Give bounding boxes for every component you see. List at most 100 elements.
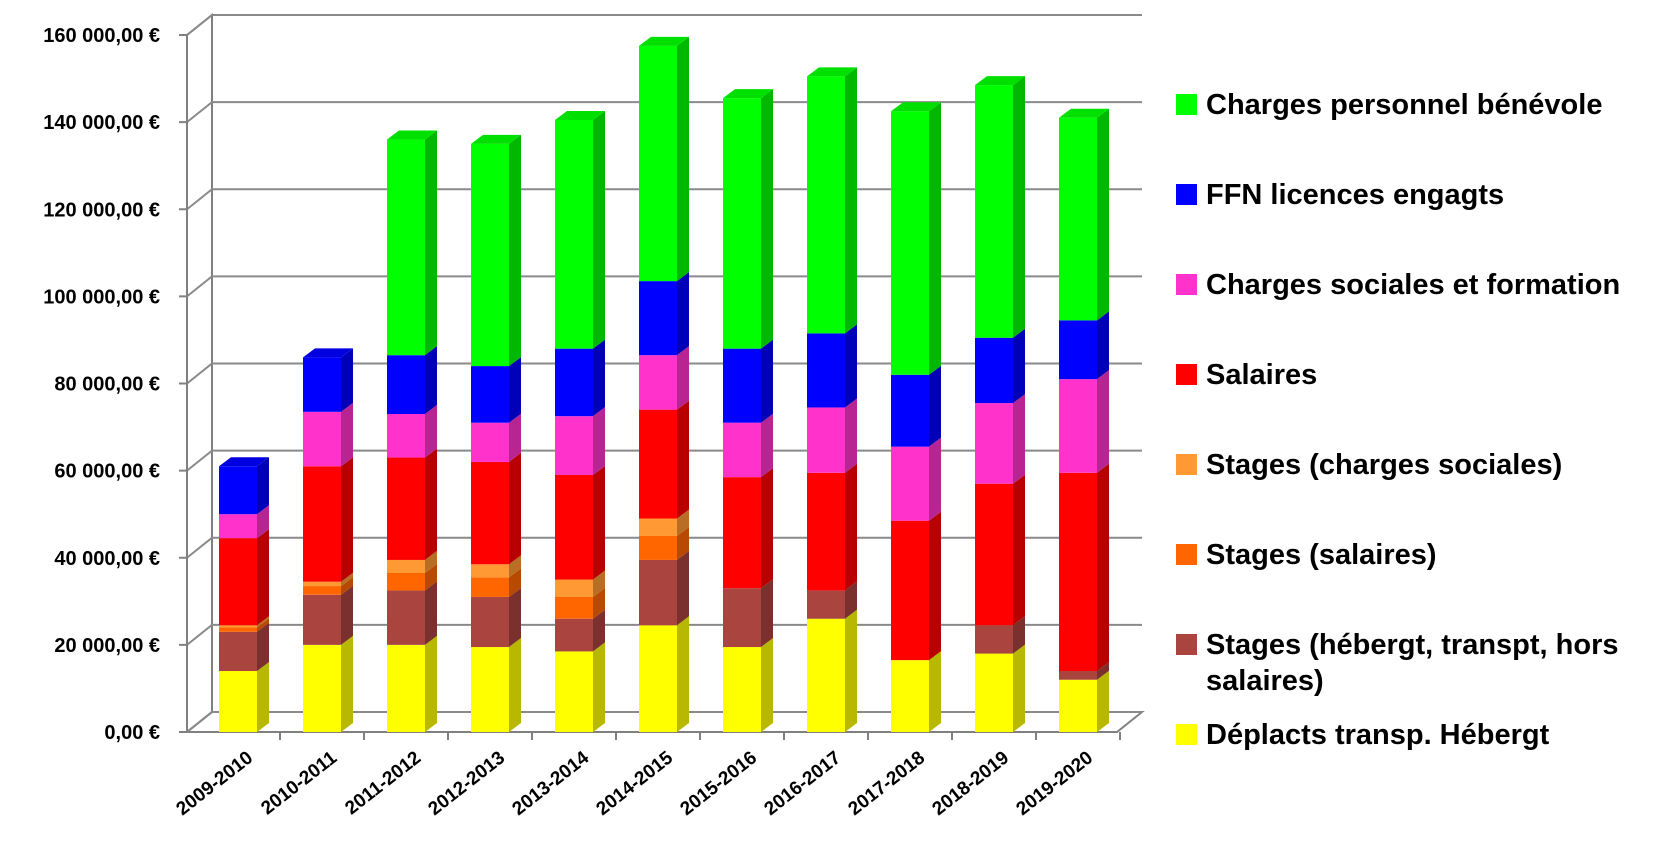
bar-stack <box>471 134 521 732</box>
bar-segment-side <box>509 568 521 597</box>
bar-segment-front <box>471 577 509 597</box>
bar-top-face <box>303 348 353 358</box>
bar-segment-side <box>845 463 857 591</box>
legend-swatch <box>1176 724 1197 745</box>
bar-segment-side <box>929 651 941 732</box>
bar-stack <box>975 76 1025 732</box>
bar-segment <box>387 550 437 573</box>
bars <box>219 36 1109 732</box>
bar-segment <box>1059 662 1109 680</box>
bar-segment <box>975 76 1025 338</box>
bar-segment-side <box>593 465 605 580</box>
bar-segment-front <box>471 143 509 367</box>
legend-label: Salaires <box>1206 359 1317 391</box>
bar-segment-front <box>723 477 761 589</box>
y-tick-label: 60 000,00 € <box>54 461 160 483</box>
bar-segment-side <box>509 452 521 565</box>
bar-top-face <box>1059 108 1109 118</box>
bar-segment-side <box>425 563 437 591</box>
bar-segment-side <box>257 505 269 539</box>
legend-swatch <box>1176 454 1197 475</box>
bar-segment-side <box>425 550 437 573</box>
x-tick-label: 2018-2019 <box>929 747 1014 819</box>
bar-segment-side <box>425 404 437 458</box>
bar-segment-side <box>845 398 857 473</box>
bar-segment-front <box>975 483 1013 626</box>
legend-item: Stages (salaires) <box>1176 539 1437 571</box>
bar-segment-front <box>303 644 341 732</box>
bar-stack <box>219 457 269 732</box>
bar-segment <box>891 102 941 375</box>
bar-segment-side <box>1097 370 1109 473</box>
legend-item: FFN licences engagts <box>1176 179 1504 211</box>
bar-segment-front <box>471 596 509 648</box>
bar-segment <box>303 585 353 645</box>
bar-top-face <box>555 110 605 120</box>
bar-segment-front <box>891 111 929 375</box>
bar-segment-front <box>387 644 425 732</box>
bar-stack <box>303 348 353 732</box>
bar-segment <box>303 402 353 467</box>
bar-segment-side <box>341 402 353 467</box>
bar-segment-side <box>1013 328 1025 404</box>
bar-stack <box>639 36 689 732</box>
bar-segment-side <box>341 577 353 595</box>
bar-segment-side <box>761 468 773 589</box>
bar-segment <box>219 529 269 626</box>
bar-segment-front <box>891 374 929 447</box>
bar-segment-side <box>593 609 605 652</box>
bar-segment-side <box>509 638 521 732</box>
bar-segment-front <box>219 514 257 539</box>
bar-top-face <box>639 36 689 46</box>
bar-segment <box>219 618 269 632</box>
x-tick-label: 2014-2015 <box>593 747 678 820</box>
bar-segment-front <box>471 564 509 578</box>
legend-item: Stages (charges sociales) <box>1176 449 1562 481</box>
bar-segment-side <box>929 511 941 661</box>
legend-item: Déplacts transp. Hébergt <box>1176 719 1550 751</box>
bar-segment <box>219 662 269 732</box>
x-tick-label: 2009-2010 <box>173 747 258 819</box>
legend-swatch <box>1176 184 1197 205</box>
bar-segment <box>471 452 521 565</box>
bar-segment <box>891 365 941 447</box>
bar-stack <box>555 110 605 732</box>
bar-segment-front <box>1059 671 1097 680</box>
bar-segment-side <box>761 413 773 478</box>
bar-segment-side <box>593 587 605 619</box>
bar-segment-side <box>257 616 269 628</box>
bar-segment-front <box>219 538 257 626</box>
legend-label: Stages (hébergt, transpt, hors <box>1206 629 1619 661</box>
bar-segment-front <box>303 357 341 412</box>
bar-segment-front <box>639 355 677 410</box>
bar-segment <box>723 89 773 349</box>
bar-top-face <box>975 76 1025 86</box>
bar-top-face <box>807 67 857 77</box>
bar-segment <box>303 457 353 582</box>
bar-segment <box>555 465 605 580</box>
bar-segment <box>219 622 269 672</box>
bar-segment <box>891 511 941 661</box>
bar-segment-front <box>975 653 1013 732</box>
bar-segment-side <box>845 324 857 408</box>
bar-segment-front <box>555 348 593 417</box>
bar-segment-front <box>975 85 1013 338</box>
bar-segment-front <box>891 446 929 521</box>
bar-segment <box>807 398 857 473</box>
legend-swatch <box>1176 634 1197 655</box>
bar-segment <box>639 36 689 282</box>
bar-segment <box>723 579 773 648</box>
bar-segment-side <box>677 36 689 282</box>
bar-segment-side <box>761 89 773 349</box>
bar-segment <box>555 339 605 417</box>
bar-segment <box>555 570 605 597</box>
bar-segment-side <box>1013 76 1025 338</box>
x-axis-ticks: 2009-2010 2010-2011 2011-2012 2012-2013 2013… <box>173 732 1121 820</box>
bar-segment <box>387 635 437 732</box>
bar-segment-front <box>1059 679 1097 732</box>
bar-segment-front <box>387 572 425 591</box>
bar-segment <box>639 400 689 519</box>
bar-segment-side <box>677 400 689 519</box>
bar-segment-side <box>509 134 521 367</box>
